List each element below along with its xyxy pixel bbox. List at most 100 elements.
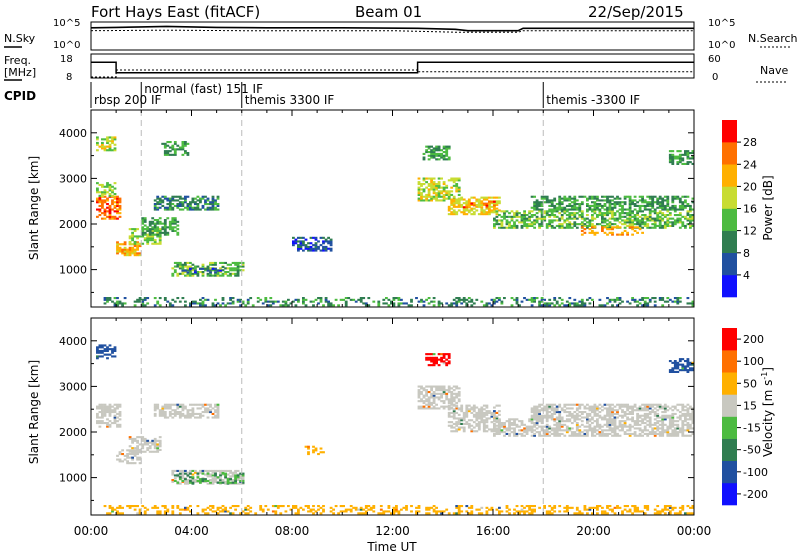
data-cell: [176, 474, 180, 477]
data-cell: [616, 506, 619, 509]
data-cell: [678, 217, 682, 220]
data-cell: [616, 416, 619, 419]
data-cell: [146, 242, 150, 245]
data-cell: [131, 239, 134, 242]
data-cell: [241, 265, 245, 268]
data-cell: [601, 512, 604, 515]
data-cell: [440, 177, 443, 180]
data-cell: [633, 229, 637, 232]
data-cell: [548, 510, 552, 513]
data-cell: [427, 302, 431, 305]
data-cell: [304, 505, 308, 508]
data-cell: [98, 425, 102, 428]
data-cell: [676, 512, 680, 515]
data-cell: [163, 208, 167, 211]
data-cell: [118, 197, 122, 200]
data-cell: [671, 217, 675, 220]
data-cell: [689, 369, 692, 372]
data-cell: [601, 425, 604, 428]
data-cell: [613, 432, 617, 435]
data-cell: [138, 450, 142, 453]
data-cell: [435, 510, 438, 513]
data-cell: [563, 197, 567, 200]
colorbar-swatch: [722, 120, 737, 143]
data-cell: [96, 143, 99, 146]
data-cell: [450, 415, 454, 418]
data-cell: [535, 201, 539, 204]
data-cell: [452, 408, 456, 411]
data-cell: [156, 220, 160, 223]
data-cell: [618, 204, 622, 207]
data-cell: [558, 204, 562, 207]
data-cell: [596, 423, 599, 426]
data-cell: [211, 199, 215, 202]
plot-title: Fort Hays East (fitACF): [91, 3, 260, 21]
data-cell: [178, 403, 182, 406]
data-cell: [601, 221, 604, 224]
data-cell: [447, 421, 451, 424]
data-cell: [191, 481, 195, 484]
data-cell: [460, 408, 464, 411]
data-cell: [206, 506, 210, 509]
data-cell: [681, 363, 685, 366]
data-cell: [530, 505, 534, 508]
data-cell: [651, 210, 655, 213]
data-cell: [234, 505, 237, 508]
data-cell: [397, 304, 401, 307]
data-cell: [691, 162, 695, 165]
data-cell: [442, 389, 446, 392]
data-cell: [108, 206, 112, 209]
data-cell: [472, 430, 476, 433]
data-cell: [191, 267, 195, 270]
data-cell: [216, 197, 220, 200]
data-cell: [133, 229, 137, 232]
data-cell: [591, 226, 594, 229]
data-cell: [450, 177, 454, 180]
data-cell: [113, 403, 117, 406]
data-cell: [691, 217, 695, 220]
data-cell: [653, 432, 657, 435]
data-cell: [158, 203, 162, 206]
data-cell: [136, 242, 139, 245]
data-cell: [673, 155, 677, 158]
data-cell: [591, 223, 594, 226]
data-cell: [653, 304, 657, 307]
data-cell: [148, 237, 152, 240]
data-cell: [148, 447, 152, 450]
data-cell: [545, 414, 549, 417]
data-cell: [133, 242, 137, 245]
data-cell: [176, 144, 180, 147]
data-cell: [530, 206, 534, 209]
data-cell: [266, 300, 270, 303]
data-cell: [178, 412, 182, 415]
data-cell: [435, 392, 438, 395]
data-cell: [432, 186, 436, 189]
data-cell: [231, 471, 235, 474]
data-cell: [500, 300, 504, 303]
data-cell: [447, 193, 451, 196]
data-cell: [477, 424, 481, 427]
data-cell: [171, 409, 175, 412]
data-cell: [168, 405, 172, 408]
data-cell: [495, 432, 499, 435]
data-cell: [661, 206, 665, 209]
data-cell: [239, 479, 242, 482]
data-cell: [633, 195, 637, 198]
data-cell: [440, 154, 443, 157]
data-cell: [611, 214, 614, 217]
data-cell: [339, 510, 343, 513]
data-cell: [324, 249, 328, 252]
data-cell: [470, 424, 474, 427]
data-cell: [515, 298, 519, 301]
data-cell: [171, 144, 175, 147]
data-cell: [327, 240, 330, 243]
data-cell: [500, 210, 504, 213]
data-cell: [525, 298, 529, 301]
data-cell: [603, 221, 607, 224]
data-cell: [153, 441, 157, 444]
data-cell: [570, 412, 574, 415]
data-cell: [387, 505, 391, 508]
data-cell: [545, 418, 549, 421]
data-cell: [445, 364, 449, 367]
data-cell: [307, 247, 310, 250]
